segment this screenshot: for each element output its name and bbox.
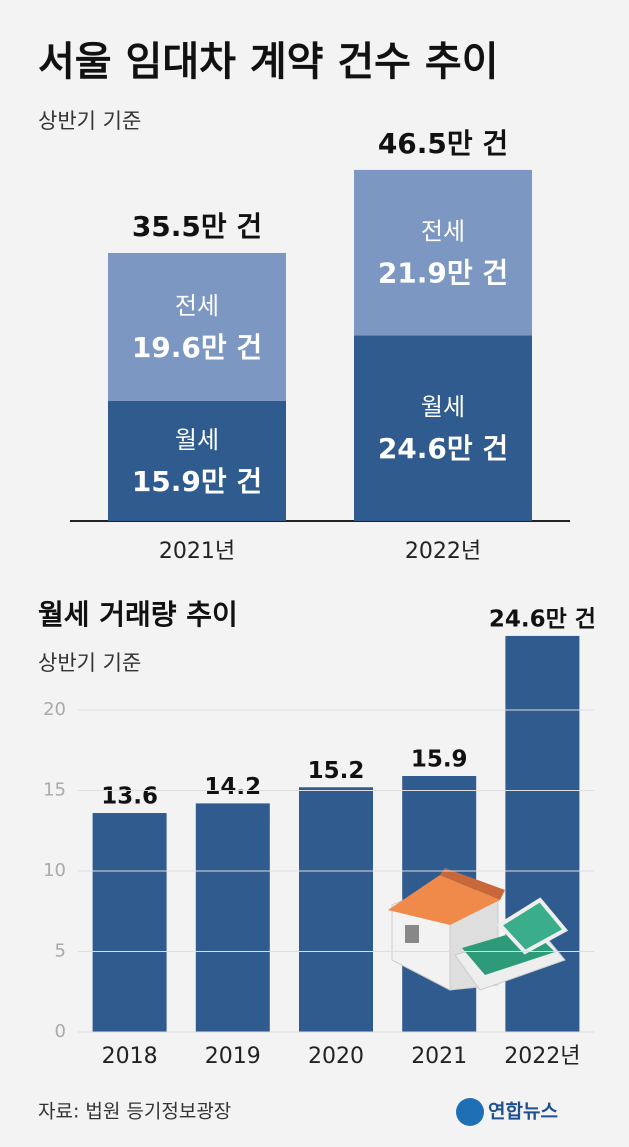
value-label: 15.2 [308, 758, 365, 784]
y-tick-label: 15 [43, 780, 66, 801]
y-tick-label: 10 [43, 860, 66, 881]
source: 자료: 법원 등기정보광장 [38, 1101, 231, 1123]
bar [299, 787, 373, 1032]
y-tick-label: 5 [55, 941, 66, 962]
bar [195, 803, 270, 1032]
logo: 연합뉴스 [488, 1101, 558, 1123]
value-label: 19.6만 건 [132, 331, 262, 364]
segment-name: 월세 [421, 393, 465, 421]
value-label: 24.6만 건 [378, 432, 508, 465]
segment-name: 전세 [421, 218, 465, 246]
chart-subtitle: 상반기 기준 [38, 109, 141, 133]
value-label: 15.9 [411, 747, 468, 773]
x-tick-label: 2022년 [504, 1044, 580, 1069]
value-label: 24.6만 건 [489, 606, 596, 632]
x-tick-label: 2022년 [405, 539, 481, 564]
value-label: 14.2 [204, 774, 261, 800]
total-label: 46.5만 건 [378, 127, 508, 160]
y-tick-label: 20 [43, 699, 66, 720]
chart-subtitle: 상반기 기준 [38, 651, 141, 675]
x-tick-label: 2019 [205, 1044, 261, 1069]
bar-segment [354, 335, 532, 521]
bar-segment [108, 400, 286, 521]
y-tick-label: 0 [55, 1021, 66, 1042]
total-label: 35.5만 건 [132, 210, 262, 243]
segment-name: 전세 [175, 292, 219, 320]
segment-name: 월세 [175, 426, 219, 454]
x-tick-label: 2021 [411, 1044, 467, 1069]
x-tick-label: 2020 [308, 1044, 364, 1069]
logo-mark [456, 1098, 484, 1126]
chart-title: 서울 임대차 계약 건수 추이 [38, 39, 499, 85]
x-tick-label: 2018 [102, 1044, 158, 1069]
x-tick-label: 2021년 [159, 539, 235, 564]
value-label: 21.9만 건 [378, 257, 508, 290]
value-label: 13.6 [101, 784, 158, 810]
bar-segment [108, 252, 286, 401]
value-label: 15.9만 건 [132, 465, 262, 498]
bar-segment [354, 169, 532, 336]
bar [92, 813, 167, 1032]
chart-title: 월세 거래량 추이 [38, 598, 238, 631]
